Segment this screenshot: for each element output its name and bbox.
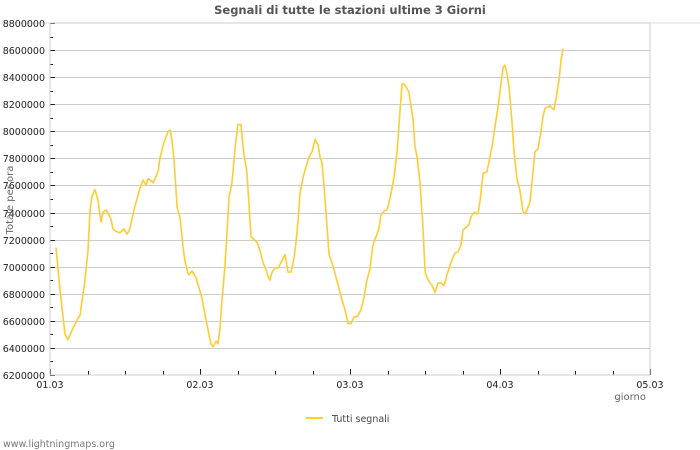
x-tick-label: 01.03 (36, 380, 63, 391)
x-axis-label: giorno (614, 392, 646, 403)
y-tick-label: 6200000 (3, 371, 45, 382)
legend: Tutti segnali (306, 414, 389, 425)
y-tick-label: 7400000 (3, 209, 45, 220)
x-tick-label: 03.03 (336, 380, 363, 391)
y-tick-label: 8400000 (3, 73, 45, 84)
y-tick-label: 7200000 (3, 236, 45, 247)
y-tick-label: 6800000 (3, 290, 45, 301)
x-tick-label: 04.03 (486, 380, 513, 391)
y-axis-label: Totale per ora (5, 166, 16, 236)
y-axis: 6200000 6400000 6600000 6800000 7000000 72000… (3, 19, 55, 382)
chart-title: Segnali di tutte le stazioni ultime 3 Gi… (214, 3, 486, 17)
legend-label: Tutti segnali (331, 414, 389, 425)
plot-area (49, 22, 651, 376)
series-line-tutti-segnali (55, 48, 564, 348)
y-tick-label: 8800000 (3, 19, 45, 30)
x-tick-label: 05.03 (636, 380, 663, 391)
y-tick-label: 7800000 (3, 154, 45, 165)
x-axis: 01.03 02.03 03.03 04.03 05.03 (36, 369, 664, 391)
y-tick-label: 6600000 (3, 317, 45, 328)
y-tick-label: 6400000 (3, 344, 45, 355)
x-tick-label: 02.03 (186, 380, 213, 391)
y-tick-label: 8000000 (3, 127, 45, 138)
gridlines (50, 50, 650, 349)
y-tick-label: 7000000 (3, 263, 45, 274)
y-tick-label: 8200000 (3, 100, 45, 111)
footer-site-link[interactable]: www.lightningmaps.org (3, 439, 115, 450)
y-tick-label: 7600000 (3, 181, 45, 192)
y-tick-label: 8600000 (3, 46, 45, 57)
